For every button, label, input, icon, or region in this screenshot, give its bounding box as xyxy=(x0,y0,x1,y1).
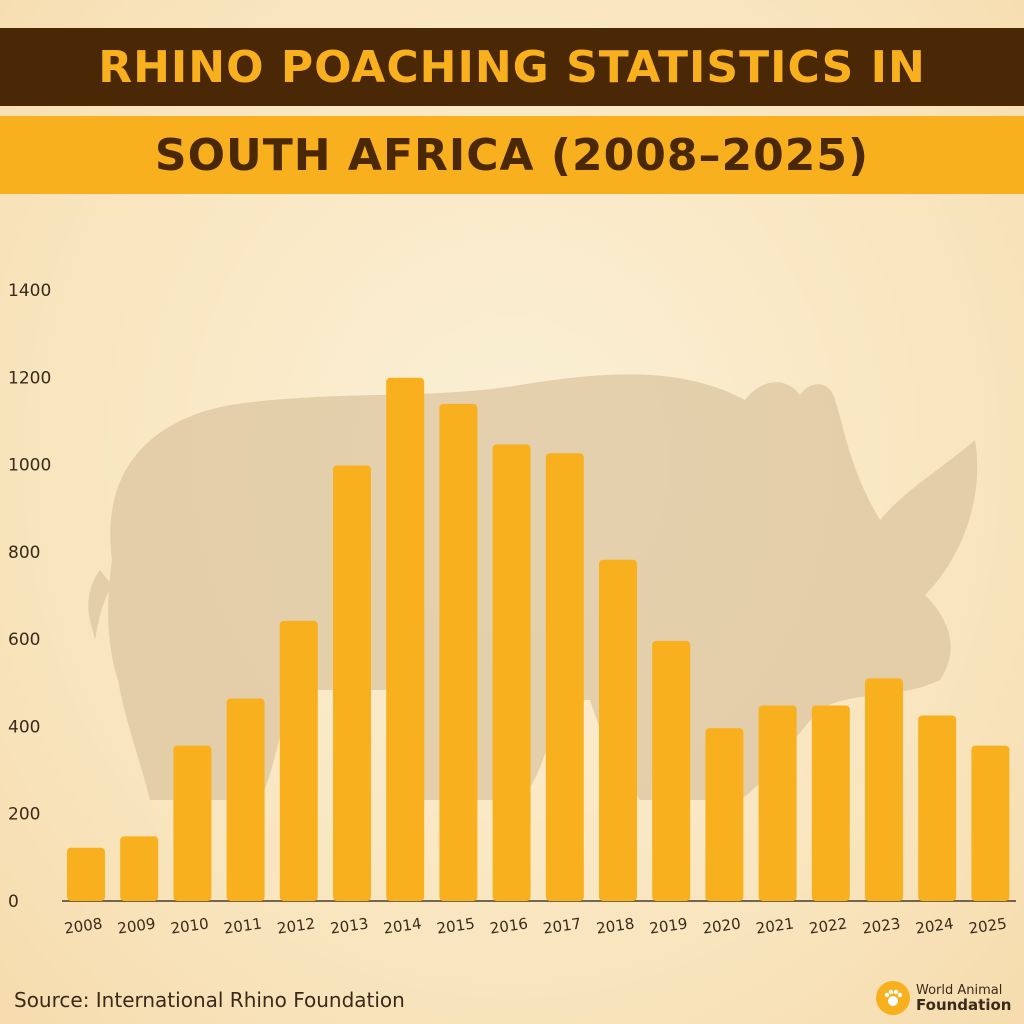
bar-2012 xyxy=(279,620,318,901)
x-axis-ticks: 2008 2009 2010 2011 2012 2013 2014 2015 2016 2017… xyxy=(63,914,1008,937)
x-tick-label: 2013 xyxy=(329,914,369,937)
y-tick-label: 1000 xyxy=(8,456,51,476)
title-line-1: RHINO POACHING STATISTICS IN xyxy=(98,41,926,93)
bar-2016 xyxy=(492,444,531,901)
bar-2024 xyxy=(918,715,957,901)
logo-line-2: Foundation xyxy=(916,996,1012,1014)
logo-line-1: World Animal xyxy=(916,983,1003,998)
y-tick-label: 1400 xyxy=(8,281,51,301)
x-tick-label: 2023 xyxy=(861,914,901,937)
rhino-silhouette-icon xyxy=(88,374,978,800)
x-tick-label: 2020 xyxy=(702,914,742,937)
x-tick-label: 2019 xyxy=(648,914,688,937)
bar-2018 xyxy=(599,559,637,901)
title-banner-top: RHINO POACHING STATISTICS IN xyxy=(0,28,1024,106)
bar-2014 xyxy=(386,377,425,901)
bar-2015 xyxy=(439,403,478,901)
y-tick-label: 600 xyxy=(8,630,40,650)
y-tick-label: 400 xyxy=(8,717,40,737)
title-banner-bottom: SOUTH AFRICA (2008–2025) xyxy=(0,116,1024,194)
y-tick-label: 0 xyxy=(8,892,19,912)
bar-2019 xyxy=(652,640,691,901)
bar-2011 xyxy=(226,698,265,901)
logo: World Animal Foundation xyxy=(876,976,1016,1020)
y-tick-label: 200 xyxy=(8,805,40,825)
x-tick-label: 2017 xyxy=(542,914,582,937)
bar-2023 xyxy=(865,678,903,901)
y-tick-label: 800 xyxy=(8,543,40,563)
title-line-2: SOUTH AFRICA (2008–2025) xyxy=(154,129,870,181)
x-tick-label: 2008 xyxy=(63,914,103,937)
bar-2009 xyxy=(120,836,159,901)
bar-2022 xyxy=(811,705,850,901)
x-tick-label: 2025 xyxy=(968,914,1008,937)
x-tick-label: 2011 xyxy=(223,914,263,937)
x-tick-label: 2014 xyxy=(382,914,422,937)
bar-2010 xyxy=(173,745,212,901)
y-tick-label: 1200 xyxy=(8,368,51,388)
x-tick-label: 2021 xyxy=(755,914,795,937)
x-tick-label: 2012 xyxy=(276,914,316,937)
bar-2020 xyxy=(705,728,744,901)
x-tick-label: 2018 xyxy=(595,914,635,937)
x-tick-label: 2024 xyxy=(914,914,954,937)
source-note: Source: International Rhino Foundation xyxy=(14,988,405,1012)
x-tick-label: 2010 xyxy=(170,914,210,937)
bar-2017 xyxy=(545,453,584,901)
x-tick-label: 2016 xyxy=(489,914,529,937)
bar-2025 xyxy=(971,745,1010,901)
x-tick-label: 2015 xyxy=(436,914,476,937)
bar-2013 xyxy=(333,465,371,901)
x-tick-label: 2009 xyxy=(116,914,156,937)
y-axis-ticks: 0 200 400 600 800 1000 1200 1400 xyxy=(8,281,51,912)
bar-series xyxy=(67,377,1010,901)
bar-2008 xyxy=(67,847,105,901)
paw-icon xyxy=(876,981,910,1015)
bar-2021 xyxy=(758,705,797,901)
x-tick-label: 2022 xyxy=(808,914,848,937)
